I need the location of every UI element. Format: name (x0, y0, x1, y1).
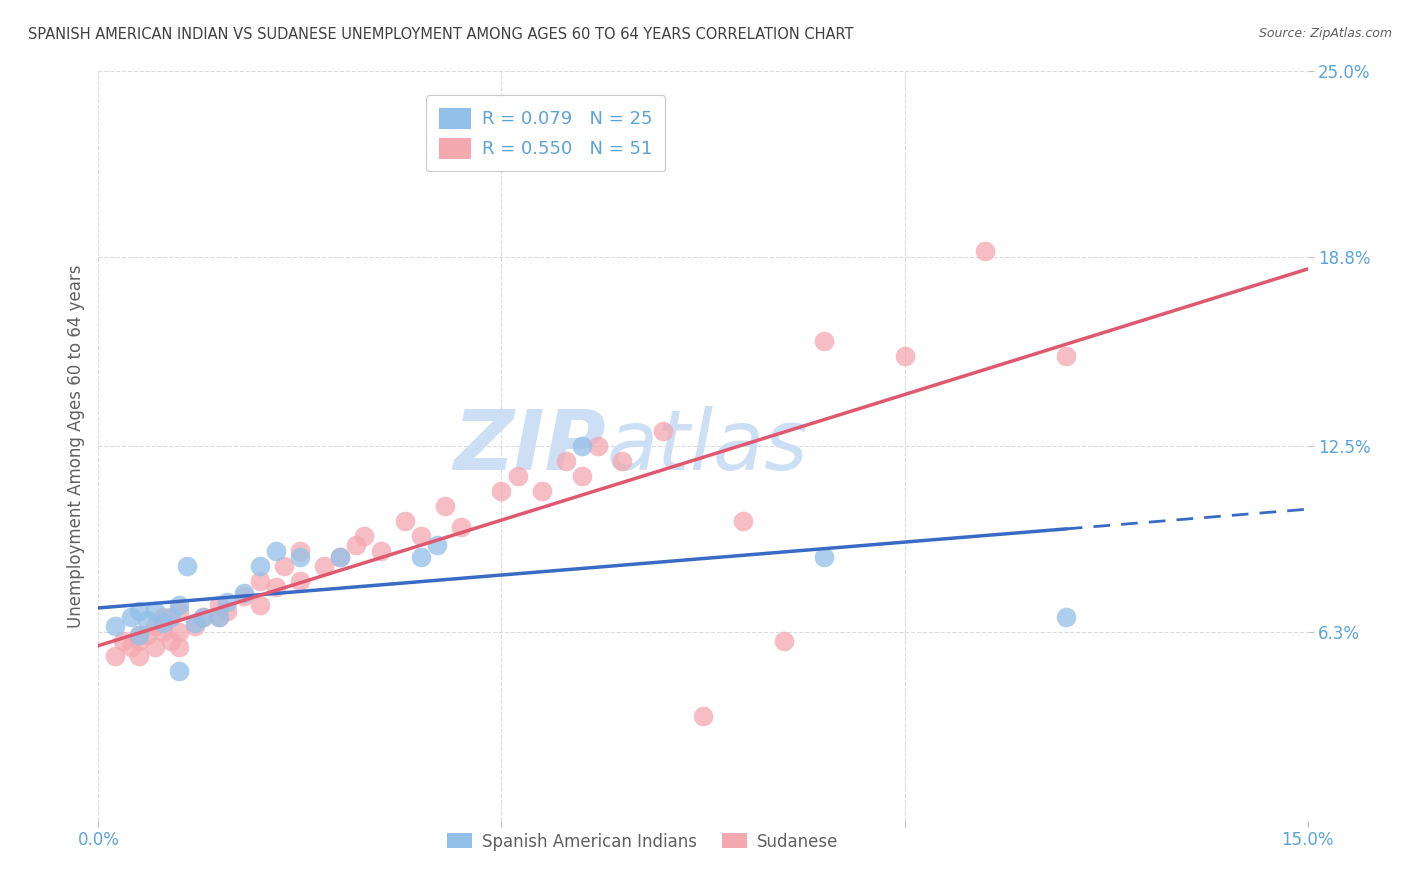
Point (555, 454, 578, 468)
Point (135, 613, 157, 627)
Point (329, 549, 352, 564)
Text: Source: ZipAtlas.com: Source: ZipAtlas.com (1258, 27, 1392, 40)
Point (813, 334, 835, 348)
Point (184, 615, 207, 630)
Point (167, 604, 190, 618)
Point (353, 529, 375, 543)
Point (506, 469, 529, 483)
Point (152, 624, 174, 639)
Point (208, 598, 231, 612)
Point (128, 628, 150, 642)
Point (974, 244, 997, 259)
Y-axis label: Unemployment Among Ages 60 to 64 years: Unemployment Among Ages 60 to 64 years (66, 264, 84, 628)
Point (692, 708, 714, 723)
Point (344, 538, 367, 552)
Point (329, 549, 352, 564)
Point (370, 544, 392, 558)
Point (193, 610, 215, 624)
Point (103, 619, 125, 633)
Point (232, 586, 254, 600)
Point (120, 640, 142, 654)
Point (772, 633, 794, 648)
Point (232, 589, 254, 603)
Point (103, 648, 125, 663)
Point (249, 558, 271, 573)
Point (434, 499, 457, 513)
Point (426, 538, 449, 552)
Point (208, 610, 231, 624)
Point (128, 628, 150, 642)
Point (143, 619, 166, 633)
Point (128, 604, 150, 618)
Point (264, 544, 287, 558)
Point (1054, 610, 1077, 624)
Point (120, 610, 142, 624)
Point (733, 514, 755, 528)
Point (167, 598, 190, 612)
Point (217, 604, 239, 618)
Point (264, 580, 287, 594)
Point (176, 558, 198, 573)
Point (111, 633, 134, 648)
Point (160, 633, 183, 648)
Point (152, 615, 174, 630)
Point (813, 549, 835, 564)
Point (128, 648, 150, 663)
Point (314, 558, 336, 573)
Point (394, 514, 416, 528)
Point (143, 604, 166, 618)
Point (571, 469, 593, 483)
Point (612, 454, 634, 468)
Point (249, 574, 271, 588)
Point (128, 633, 150, 648)
Point (1054, 349, 1077, 363)
Point (135, 628, 157, 642)
Point (288, 574, 311, 588)
Point (193, 610, 215, 624)
Point (184, 619, 207, 633)
Point (530, 483, 553, 498)
Text: atlas: atlas (606, 406, 808, 486)
Point (288, 549, 311, 564)
Point (208, 610, 231, 624)
Point (586, 439, 609, 453)
Point (167, 640, 190, 654)
Point (571, 439, 593, 453)
Point (409, 549, 432, 564)
Text: ZIP: ZIP (454, 406, 606, 486)
Point (893, 349, 915, 363)
Point (409, 529, 432, 543)
Point (167, 664, 190, 678)
Point (143, 640, 166, 654)
Point (491, 483, 513, 498)
Point (160, 610, 183, 624)
Point (288, 544, 311, 558)
Point (651, 424, 673, 438)
Point (273, 558, 295, 573)
Legend: Spanish American Indians, Sudanese: Spanish American Indians, Sudanese (440, 826, 845, 857)
Point (167, 624, 190, 639)
Point (152, 610, 174, 624)
Point (249, 598, 271, 612)
Point (217, 595, 239, 609)
Text: SPANISH AMERICAN INDIAN VS SUDANESE UNEMPLOYMENT AMONG AGES 60 TO 64 YEARS CORRE: SPANISH AMERICAN INDIAN VS SUDANESE UNEM… (28, 27, 853, 42)
Point (450, 520, 472, 534)
